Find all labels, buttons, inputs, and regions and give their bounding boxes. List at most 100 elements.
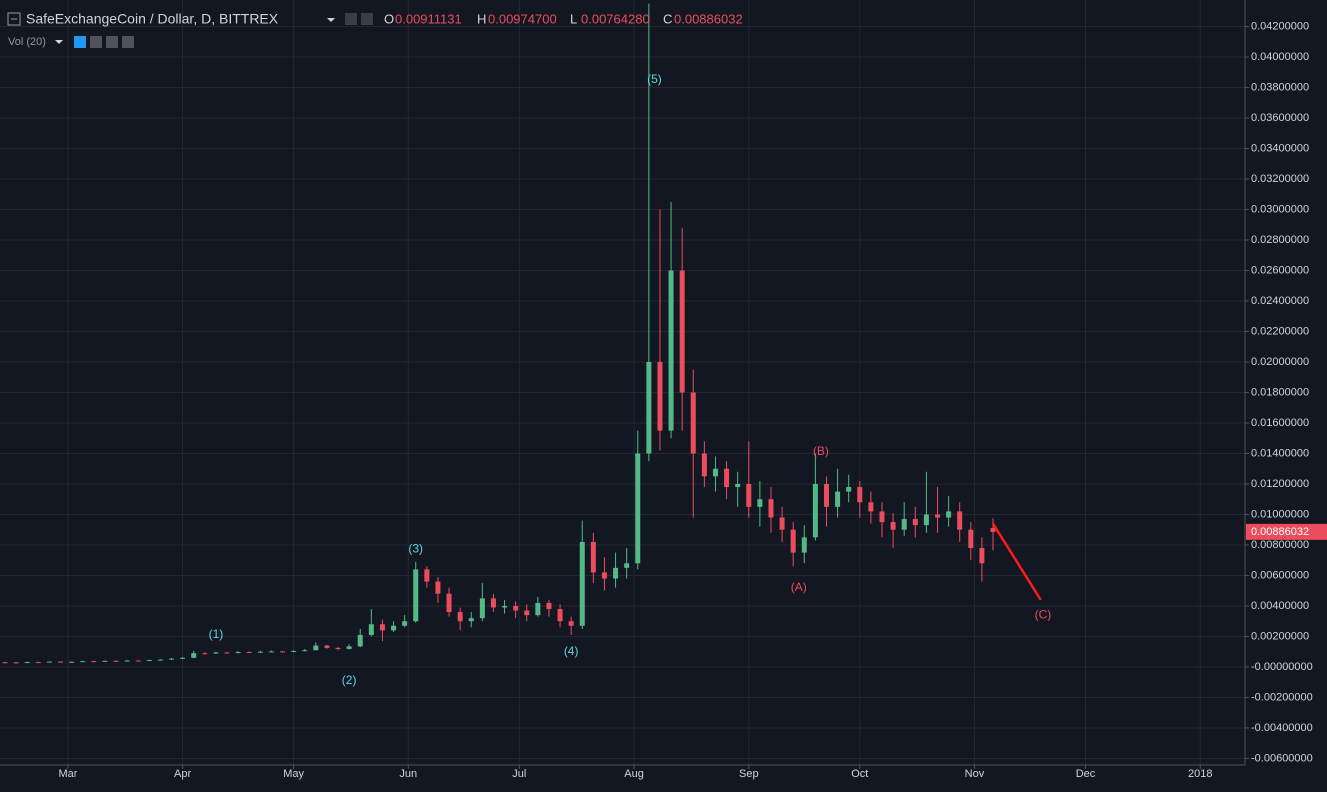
candle-body — [712, 468, 718, 477]
x-tick-label: Dec — [1076, 768, 1096, 780]
candle-body — [124, 660, 130, 662]
ohlc-key: C — [663, 11, 672, 26]
candle-body — [69, 661, 75, 663]
wave-label: (4) — [564, 644, 579, 658]
candle-body — [58, 661, 64, 663]
settings-icon[interactable] — [361, 13, 373, 25]
y-tick-label: 0.00200000 — [1251, 630, 1309, 642]
candle-body — [746, 483, 752, 507]
candle-body — [657, 361, 663, 431]
x-tick-label: Apr — [174, 768, 191, 780]
candle-body — [102, 660, 108, 662]
candle-body — [169, 658, 175, 660]
y-tick-label: 0.01800000 — [1251, 386, 1309, 398]
ohlc-value: 0.00911131 — [395, 11, 462, 26]
last-price-tag — [1246, 523, 1327, 540]
candle-body — [601, 572, 607, 579]
x-tick-label: Mar — [58, 768, 77, 780]
wave-label: (C) — [1035, 607, 1052, 621]
indicator-more[interactable] — [106, 36, 118, 48]
candle-body — [446, 593, 452, 613]
candle-body — [313, 645, 319, 651]
candle-body — [24, 662, 30, 664]
candle-body — [468, 618, 474, 622]
candle-body — [424, 569, 430, 582]
candle-body — [135, 660, 141, 662]
collapse-icon[interactable] — [7, 12, 21, 26]
candle-body — [379, 624, 385, 631]
y-tick-label: 0.03200000 — [1251, 173, 1309, 185]
candle-body — [857, 487, 863, 503]
candle-body — [579, 541, 585, 626]
y-tick-label: 0.03600000 — [1251, 112, 1309, 124]
symbol-title[interactable]: SafeExchangeCoin / Dollar, D, BITTREX — [26, 11, 279, 27]
indicator-menu[interactable] — [55, 40, 63, 44]
indicator-visibility[interactable] — [74, 36, 86, 48]
candle-body — [879, 511, 885, 523]
y-tick-label: 0.03800000 — [1251, 81, 1309, 93]
candle-body — [646, 361, 652, 454]
candle-body — [490, 598, 496, 608]
y-tick-label: 0.02200000 — [1251, 325, 1309, 337]
candle-body — [157, 659, 163, 661]
candle-body — [357, 634, 363, 647]
candle-body — [546, 602, 552, 610]
candle-body — [2, 662, 8, 664]
candle-body — [679, 270, 685, 393]
candle-body — [235, 652, 241, 654]
candle-body — [368, 624, 374, 635]
ohlc-value: 0.00764280 — [581, 11, 650, 26]
candle-body — [535, 602, 541, 616]
candle-body — [291, 650, 297, 652]
candle-body — [923, 514, 929, 526]
y-tick-label: 0.04000000 — [1251, 51, 1309, 63]
ohlc-value: 0.00886032 — [674, 11, 743, 26]
candle-body — [513, 605, 519, 611]
candle-body — [990, 528, 996, 532]
candle-body — [324, 645, 330, 648]
candle-body — [402, 621, 408, 626]
plot: (1) (2) (3) (4) (5) (A) (B) (C) — [2, 3, 1052, 687]
candle-body — [413, 569, 419, 622]
candle-body — [724, 468, 730, 488]
wave-label: (A) — [791, 580, 807, 594]
y-tick-label: -0.00600000 — [1251, 752, 1313, 764]
y-tick-label: 0.01000000 — [1251, 508, 1309, 520]
candle-body — [779, 517, 785, 530]
projection-line — [991, 522, 1042, 601]
candle-body — [790, 529, 796, 553]
settings-icon[interactable] — [345, 13, 357, 25]
candle-body — [91, 661, 97, 663]
candle-body — [757, 499, 763, 507]
candle-body — [635, 453, 641, 564]
candle-body — [191, 653, 197, 658]
candle-body — [768, 499, 774, 518]
wave-label: (5) — [647, 72, 662, 86]
x-tick-label: Oct — [851, 768, 868, 780]
ohlc-key: H — [477, 11, 486, 26]
candle-body — [846, 487, 852, 492]
symbol-menu[interactable] — [327, 18, 335, 22]
y-tick-label: -0.00000000 — [1251, 661, 1313, 673]
y-tick-label: 0.03000000 — [1251, 203, 1309, 215]
candle-body — [457, 612, 463, 622]
candle-body — [268, 651, 274, 653]
candle-body — [590, 541, 596, 573]
candle-body — [968, 529, 974, 549]
ohlc-value: 0.00974700 — [488, 11, 557, 26]
candle-body — [613, 567, 619, 579]
y-tick-label: 0.01400000 — [1251, 447, 1309, 459]
candle-body — [946, 511, 952, 518]
candle-body — [479, 598, 485, 619]
wave-label: (2) — [342, 673, 357, 687]
wave-label: (3) — [408, 542, 423, 556]
y-tick-label: 0.00800000 — [1251, 539, 1309, 551]
y-tick-label: 0.04200000 — [1251, 20, 1309, 32]
y-tick-label: 0.02000000 — [1251, 356, 1309, 368]
indicator-label[interactable]: Vol (20) — [8, 36, 46, 48]
indicator-remove[interactable] — [122, 36, 134, 48]
candle-body — [690, 392, 696, 454]
indicator-settings[interactable] — [90, 36, 102, 48]
candle-body — [146, 660, 152, 662]
